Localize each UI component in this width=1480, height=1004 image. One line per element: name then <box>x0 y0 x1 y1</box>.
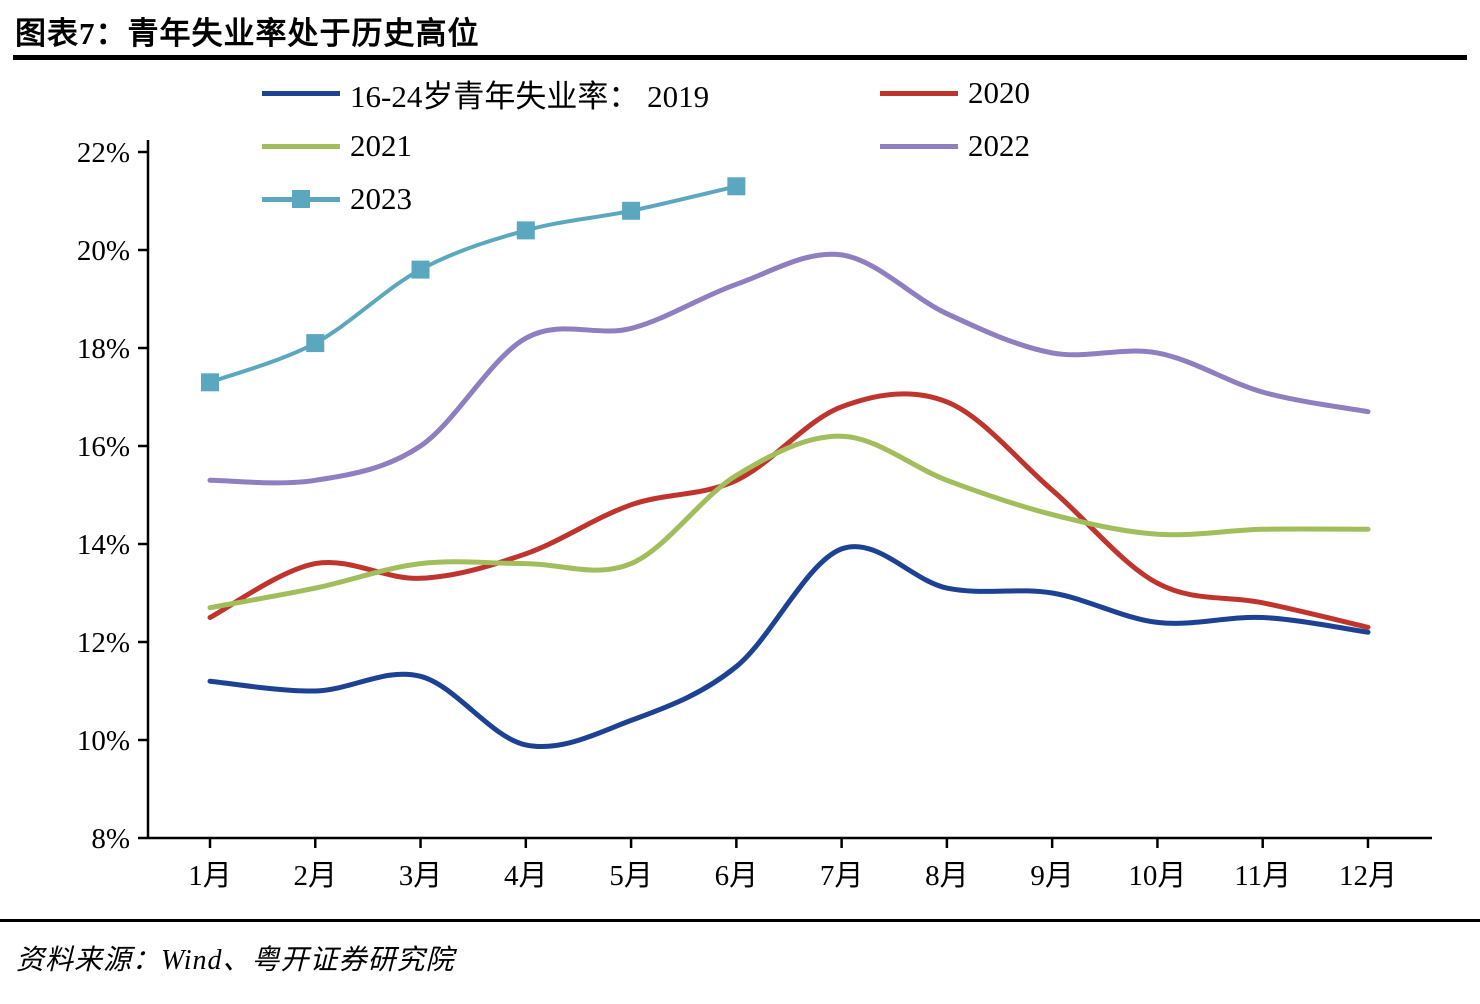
x-tick-label: 5月 <box>609 860 653 892</box>
legend-label-2019: 16-24岁青年失业率： 2019 <box>350 78 710 114</box>
title-divider <box>13 55 1467 60</box>
source-note: 资料来源：Wind、粤开证券研究院 <box>16 945 455 976</box>
series-line-2019 <box>207 544 1371 750</box>
series-marker-2023 <box>727 177 746 196</box>
series-marker-2023 <box>201 373 219 392</box>
legend-item-2019: 16-24岁青年失业率： 2019 <box>262 72 880 114</box>
legend-swatch-2023 <box>262 190 340 208</box>
series-line-2021 <box>207 433 1371 611</box>
series-marker-2023 <box>516 221 535 240</box>
chart-legend: 16-24岁青年失业率： 2019 2020 2021 2022 2023 <box>262 72 1030 220</box>
x-tick-label: 3月 <box>399 860 443 892</box>
series-marker-2023 <box>306 334 325 353</box>
figure-title: 图表7：青年失业率处于历史高位 <box>15 16 480 51</box>
x-tick-label: 1月 <box>188 860 232 892</box>
legend-label-2020: 2020 <box>968 75 1030 110</box>
legend-swatch-2022 <box>880 143 958 149</box>
x-tick-label: 8月 <box>925 860 969 892</box>
x-tick-label: 2月 <box>294 860 338 892</box>
x-tick-label: 6月 <box>715 860 759 892</box>
series-marker-2023 <box>622 201 641 220</box>
legend-swatch-2020 <box>880 90 958 96</box>
legend-item-2022: 2022 <box>880 125 1030 167</box>
legend-label-2021: 2021 <box>350 128 412 163</box>
y-tick-label: 22% <box>77 137 130 169</box>
y-tick-label: 16% <box>77 431 130 463</box>
y-tick-label: 18% <box>77 333 130 365</box>
legend-swatch-2021 <box>262 143 340 149</box>
legend-label-2023: 2023 <box>350 181 412 216</box>
legend-item-2021: 2021 <box>262 125 880 167</box>
x-tick-label: 10月 <box>1128 860 1186 892</box>
x-tick-label: 9月 <box>1030 860 1074 892</box>
legend-swatch-2019 <box>262 90 340 96</box>
series-line-2023 <box>208 184 739 385</box>
x-tick-label: 7月 <box>820 860 864 892</box>
footer-divider <box>0 919 1480 922</box>
x-tick-label: 11月 <box>1234 860 1291 892</box>
y-tick-label: 10% <box>77 725 130 757</box>
legend-label-2022: 2022 <box>968 128 1030 163</box>
y-tick-label: 12% <box>77 627 130 659</box>
series-line-2022 <box>207 251 1371 486</box>
y-tick-label: 8% <box>91 823 130 855</box>
x-tick-label: 12月 <box>1339 860 1397 892</box>
x-tick-label: 4月 <box>504 860 548 892</box>
y-tick-label: 20% <box>77 235 130 267</box>
y-tick-label: 14% <box>77 529 130 561</box>
series-line-2020 <box>207 391 1371 630</box>
legend-square-marker-2023 <box>292 190 310 208</box>
series-marker-2023 <box>411 260 430 279</box>
legend-item-2023: 2023 <box>262 178 880 220</box>
legend-item-2020: 2020 <box>880 72 1030 114</box>
